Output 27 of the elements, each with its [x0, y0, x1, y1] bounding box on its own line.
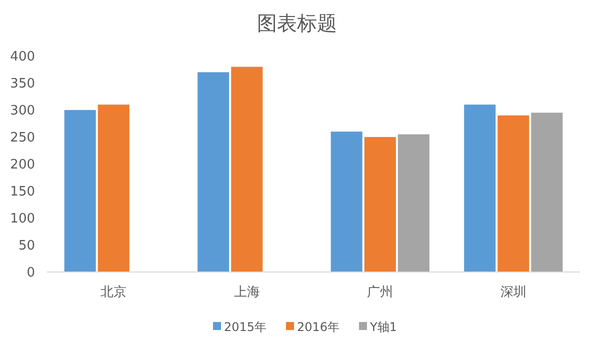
y-tick-label: 50	[18, 238, 35, 254]
x-tick-label: 广州	[367, 285, 394, 300]
chart-title: 图表标题	[257, 11, 337, 35]
x-tick-label: 北京	[100, 285, 127, 300]
y-tick-label: 400	[10, 50, 35, 65]
y-tick-label: 300	[10, 104, 35, 119]
legend-label: 2016年	[297, 320, 340, 334]
x-tick-label: 上海	[234, 285, 260, 300]
bar	[330, 132, 362, 272]
bar	[64, 110, 96, 272]
y-tick-label: 100	[10, 212, 35, 227]
bar	[198, 72, 230, 272]
bar	[98, 104, 130, 272]
y-tick-label: 0	[26, 266, 35, 281]
bar	[498, 115, 530, 272]
y-tick-label: 150	[10, 184, 35, 200]
legend-label: 2015年	[224, 320, 267, 334]
bar	[464, 104, 496, 272]
bar	[531, 112, 563, 272]
bar	[364, 137, 396, 272]
y-tick-label: 250	[10, 130, 35, 146]
y-tick-label: 200	[10, 158, 35, 173]
bar	[231, 66, 263, 272]
bar	[398, 134, 430, 272]
x-tick-label: 深圳	[500, 285, 526, 300]
y-tick-label: 350	[10, 76, 35, 92]
legend-label: Y轴1	[369, 320, 397, 334]
